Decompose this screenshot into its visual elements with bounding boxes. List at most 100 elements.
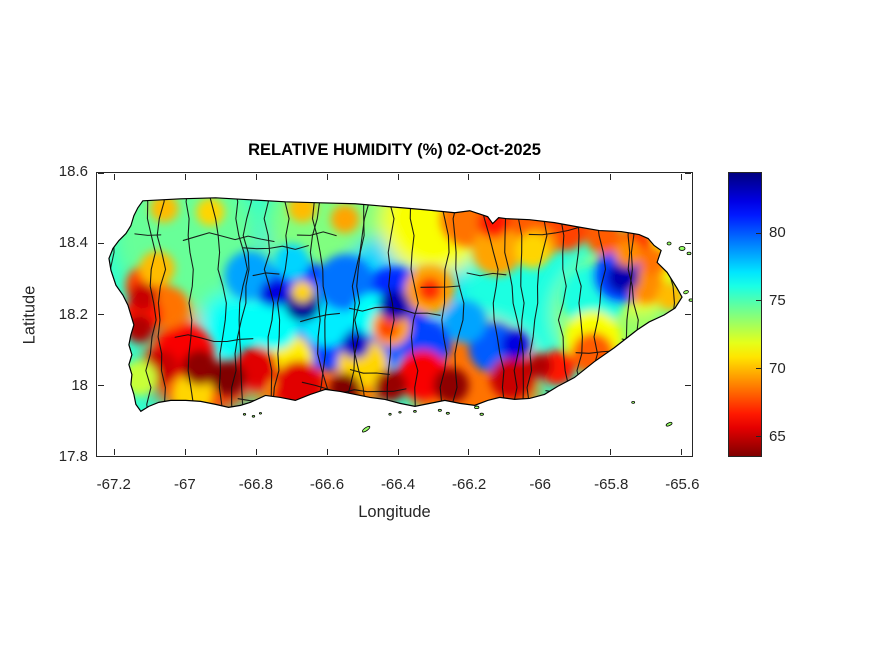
y-tick bbox=[98, 314, 104, 315]
plot-title: RELATIVE HUMIDITY (%) 02-Oct-2025 bbox=[248, 141, 541, 159]
islet bbox=[686, 251, 692, 256]
x-tick-top bbox=[610, 174, 612, 180]
heat-blob bbox=[614, 238, 643, 267]
islet bbox=[388, 412, 392, 416]
islet bbox=[251, 414, 256, 418]
heat-blob bbox=[417, 277, 443, 303]
municipality-boundary bbox=[466, 272, 507, 277]
municipality-boundary bbox=[134, 233, 162, 236]
x-tick-top bbox=[680, 174, 682, 180]
colorbar-tick bbox=[756, 232, 761, 234]
x-tick-top bbox=[326, 174, 328, 180]
islet bbox=[398, 411, 402, 414]
heat-blob bbox=[380, 197, 487, 276]
islet bbox=[688, 298, 692, 302]
colorbar-tick bbox=[756, 436, 761, 438]
heat-blob bbox=[378, 289, 411, 322]
heat-blob bbox=[128, 282, 158, 311]
heat-blob bbox=[638, 247, 668, 276]
x-tick-top bbox=[468, 174, 470, 180]
heat-blob bbox=[490, 356, 533, 400]
islet bbox=[678, 246, 686, 251]
y-tick-label: 18.4 bbox=[58, 234, 88, 252]
colorbar-tick bbox=[756, 368, 761, 370]
heat-blob bbox=[139, 250, 175, 287]
x-tick-label: -66 bbox=[529, 476, 552, 493]
x-tick-label: -66.4 bbox=[380, 476, 416, 493]
x-tick-top bbox=[114, 174, 116, 180]
heat-blob bbox=[444, 300, 487, 343]
heat-blob bbox=[606, 261, 639, 294]
heat-blob bbox=[433, 367, 469, 403]
municipality-boundary bbox=[420, 285, 461, 288]
islet bbox=[445, 411, 450, 415]
heat-blob bbox=[376, 318, 399, 340]
colorbar-tick-label: 80 bbox=[769, 224, 786, 242]
heat-blob bbox=[330, 204, 360, 234]
islet bbox=[683, 290, 689, 295]
x-tick-label: -66.8 bbox=[238, 476, 273, 493]
colorbar bbox=[728, 172, 762, 457]
x-tick bbox=[610, 449, 612, 455]
municipality-boundary bbox=[349, 369, 390, 376]
heat-blob bbox=[150, 197, 179, 223]
y-tick-right bbox=[685, 455, 691, 457]
x-tick-top bbox=[255, 174, 257, 180]
x-axis-label: Longitude bbox=[358, 503, 431, 521]
island-outline bbox=[108, 197, 683, 413]
map-plot-area bbox=[96, 172, 693, 457]
x-tick bbox=[680, 449, 682, 455]
municipality-boundary bbox=[174, 334, 254, 343]
heat-blob bbox=[374, 369, 407, 402]
x-tick-label: -67 bbox=[173, 476, 196, 493]
heat-blob bbox=[249, 300, 299, 350]
x-tick bbox=[185, 449, 187, 455]
x-tick-top bbox=[539, 174, 541, 180]
heat-blob bbox=[182, 349, 218, 386]
islet bbox=[631, 400, 636, 404]
heat-blob bbox=[514, 233, 551, 269]
y-tick bbox=[98, 455, 104, 457]
y-tick-label: 18 bbox=[71, 376, 88, 394]
y-tick-right bbox=[685, 384, 691, 386]
islet bbox=[479, 412, 484, 416]
municipality-boundary bbox=[483, 407, 588, 412]
islet bbox=[666, 241, 672, 246]
heat-blob bbox=[291, 280, 314, 303]
x-tick-label: -65.6 bbox=[665, 476, 700, 493]
y-tick bbox=[98, 243, 104, 245]
heat-blob bbox=[196, 197, 225, 227]
x-tick bbox=[326, 449, 328, 455]
heat-blob bbox=[656, 282, 683, 311]
colorbar-tick-label: 70 bbox=[769, 359, 786, 377]
offshore-islets bbox=[242, 241, 692, 433]
y-tick-right bbox=[685, 243, 691, 245]
y-tick-label: 17.8 bbox=[58, 448, 88, 465]
heat-blob bbox=[341, 330, 370, 359]
heat-blob bbox=[316, 254, 374, 311]
heat-blob bbox=[527, 353, 553, 379]
x-tick bbox=[468, 449, 470, 455]
puerto-rico-map bbox=[108, 197, 692, 433]
municipality-boundary bbox=[621, 338, 662, 344]
heat-blob bbox=[500, 330, 530, 359]
x-tick-label: -66.6 bbox=[309, 476, 345, 493]
x-tick-label: -67.2 bbox=[96, 476, 131, 493]
heat-blob bbox=[274, 243, 310, 280]
municipality-boundary bbox=[296, 231, 337, 237]
y-tick bbox=[98, 172, 104, 174]
municipality-boundary bbox=[108, 197, 120, 412]
islet bbox=[361, 425, 371, 433]
municipality-boundary bbox=[545, 390, 625, 399]
municipality-boundary bbox=[348, 306, 441, 316]
x-tick-label: -65.8 bbox=[594, 476, 629, 493]
islet bbox=[665, 421, 673, 427]
heat-blob bbox=[329, 372, 361, 405]
y-tick-right bbox=[685, 172, 691, 174]
municipality-boundary bbox=[300, 312, 341, 323]
heat-blob bbox=[121, 360, 158, 396]
x-tick-top bbox=[397, 174, 399, 180]
colorbar-tick-label: 65 bbox=[769, 427, 786, 445]
municipality-boundary bbox=[528, 226, 582, 236]
